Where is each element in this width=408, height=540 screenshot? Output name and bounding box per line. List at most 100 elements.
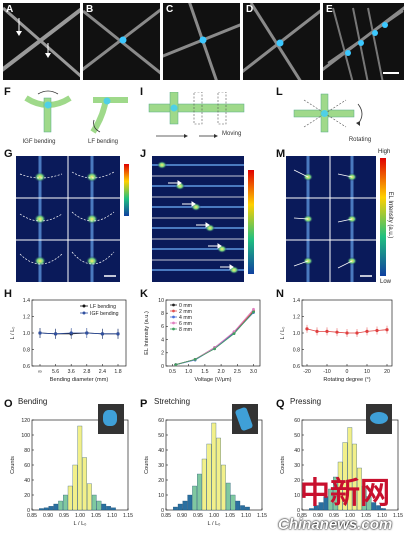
y-tick-label: 1.4	[23, 298, 30, 304]
fiber-crossing-image-a	[3, 6, 80, 78]
y-tick-label: 20	[294, 478, 300, 484]
hist-o-title: Bending	[18, 397, 48, 406]
fiber-crossing-image-d	[243, 3, 320, 80]
y-axis-label: EL Intensity (a.u.)	[144, 311, 150, 355]
watermark-cn: 中新网	[300, 476, 390, 511]
data-point	[335, 330, 339, 334]
histogram-bar	[82, 457, 87, 511]
histogram-bar	[111, 507, 116, 511]
data-point	[355, 331, 359, 335]
histogram-bar	[366, 496, 372, 511]
data-point	[385, 328, 389, 332]
data-point	[305, 327, 309, 331]
data-point	[85, 331, 89, 335]
x-tick-label: 1.00	[75, 513, 85, 519]
histogram-bar	[225, 482, 231, 511]
y-tick-label: 0.8	[23, 347, 30, 353]
schematic-bending	[24, 90, 128, 134]
data-point	[69, 331, 73, 335]
x-tick-label: -10	[323, 369, 331, 375]
histogram-bar	[177, 503, 183, 511]
y-tick-label: 10	[158, 298, 164, 304]
x-tick-label: 3.0	[250, 369, 257, 375]
panel-label-a: A	[6, 4, 14, 15]
data-point	[100, 332, 104, 336]
x-tick-label: 1.5	[201, 369, 208, 375]
histogram-bar	[342, 442, 348, 511]
histogram-bar	[67, 485, 73, 511]
histogram-bar	[333, 476, 338, 511]
x-tick-label: 2.5	[234, 369, 241, 375]
x-tick-label: 2.8	[83, 369, 90, 375]
chart-h-bending: Bending diameter (mm) L / L₀ 0.6 0.8 1.0 1.2 1…	[10, 298, 127, 383]
colorbar-title: EL Intensity (a.u.)	[387, 191, 393, 239]
legend-label: LF bending	[90, 304, 116, 310]
x-tick-label: 1.8	[114, 369, 121, 375]
histogram-bar	[216, 437, 221, 511]
panel-label-b: B	[86, 4, 94, 15]
y-tick-label: 1.2	[293, 314, 300, 320]
histogram-bar	[235, 500, 241, 511]
data-point	[345, 331, 349, 335]
y-tick-label: 2	[161, 351, 164, 357]
histogram-bar	[361, 485, 367, 511]
legend-marker	[82, 311, 86, 315]
chart-k-voltage: Voltage (V/μm) EL Intensity (a.u.) 0 2 4 6 8 10…	[144, 298, 261, 383]
y-tick-label: 80	[24, 448, 30, 454]
histogram-bar	[328, 488, 333, 511]
photo-panel-b: B	[83, 3, 160, 80]
histogram-bar	[91, 494, 97, 511]
chart-q-pressing-hist: L / L₀ Counts 0 10 20 30 40 50 60 0.85 0.90 0.95 1.0…	[280, 418, 403, 527]
photo-panel-d: D	[243, 3, 320, 80]
histogram-bar	[96, 500, 102, 511]
histogram-bar	[309, 508, 314, 511]
y-tick-label: 30	[158, 463, 164, 469]
histogram-bar	[230, 494, 236, 511]
data-point	[116, 332, 120, 336]
x-tick-label: 1.00	[345, 513, 355, 519]
y-tick-label: 8	[161, 311, 164, 317]
histogram-bar	[77, 425, 83, 511]
el-grid-rotating	[286, 156, 376, 282]
histogram-bar	[173, 506, 178, 511]
x-tick-label: 0.90	[313, 513, 323, 519]
histogram-bar	[72, 464, 78, 511]
panel-label-j: J	[140, 148, 147, 160]
panel-label-i: I	[140, 86, 144, 98]
panel-label-g: G	[4, 148, 13, 160]
histogram-bar	[201, 458, 207, 511]
histogram-bar	[352, 443, 357, 511]
histogram-bar	[211, 422, 217, 511]
y-tick-label: 0	[27, 508, 30, 514]
x-tick-label: 1.10	[107, 513, 117, 519]
legend-label: 8 mm	[179, 327, 192, 333]
histogram-bar	[347, 427, 353, 511]
y-axis-label: Counts	[280, 456, 286, 474]
photo-panel-a: A	[3, 3, 80, 80]
y-tick-label: 40	[158, 448, 164, 454]
legend-label: 6 mm	[179, 321, 192, 327]
panel-label-n: N	[276, 288, 284, 300]
histogram-bar	[192, 485, 197, 511]
panel-label-p: P	[140, 398, 148, 410]
legend-label: 2 mm	[179, 309, 192, 315]
x-tick-label: 1.05	[361, 513, 371, 519]
histogram-bar	[53, 503, 59, 511]
x-tick-label: 5.6	[52, 369, 59, 375]
colorbar-m	[380, 158, 386, 276]
x-tick-label: 1.0	[185, 369, 192, 375]
y-tick-label: 100	[21, 433, 30, 439]
histogram-bar	[371, 502, 377, 511]
data-point	[315, 329, 319, 333]
legend-label: 0 mm	[179, 303, 192, 309]
y-tick-label: 120	[21, 418, 30, 424]
data-point	[213, 347, 217, 351]
fiber-crossing-image-e	[323, 6, 404, 80]
data-point	[174, 363, 178, 367]
histogram-bar	[240, 505, 245, 511]
x-tick-label: 0	[346, 369, 349, 375]
y-tick-label: 1.0	[23, 331, 30, 337]
caption-igf-bending: IGF bending	[22, 139, 56, 145]
histogram-bar	[323, 496, 329, 511]
legend-marker	[82, 304, 86, 308]
